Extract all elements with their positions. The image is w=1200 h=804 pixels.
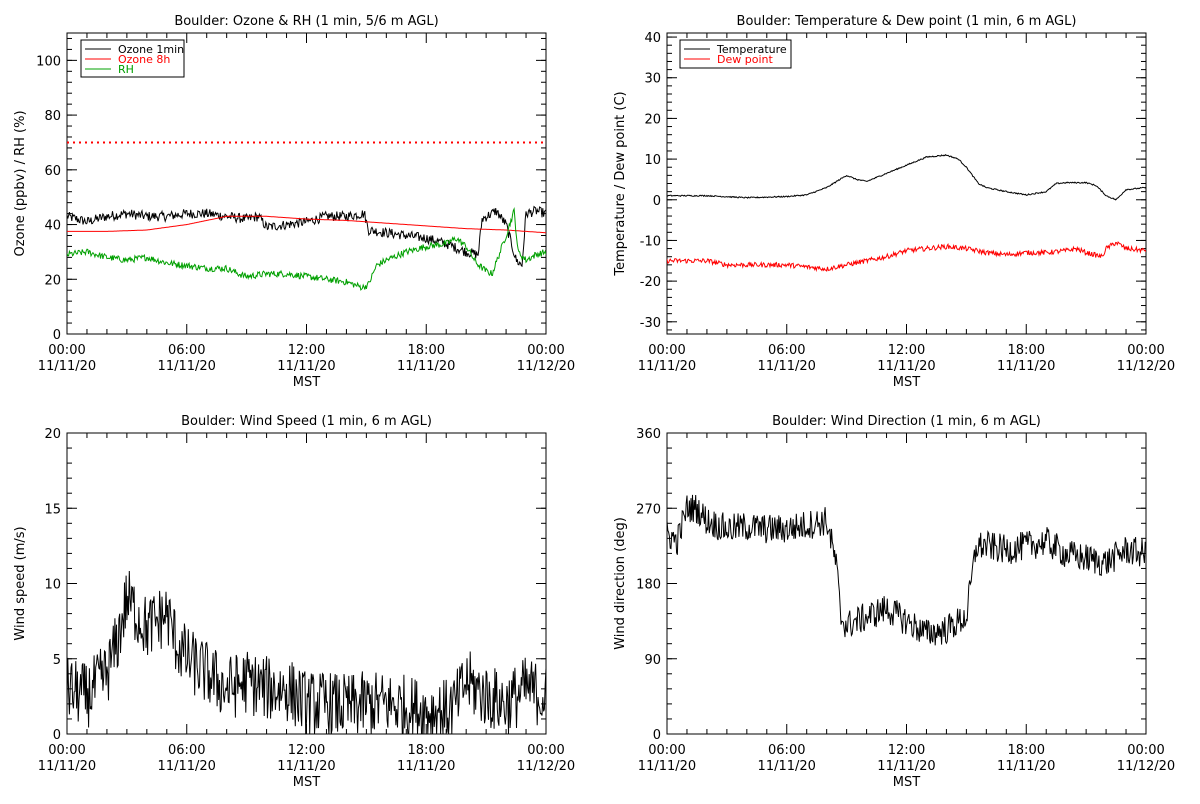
x-tick-label-date: 11/11/20 [158, 359, 216, 374]
x-tick-label-time: 06:00 [168, 743, 205, 758]
x-axis-label: MST [293, 775, 320, 790]
x-tick-label-date: 11/11/20 [38, 759, 96, 774]
y-tick-label: -10 [640, 234, 661, 249]
y-tick-label: 270 [636, 502, 661, 517]
x-tick-label-time: 06:00 [768, 343, 805, 358]
chart-panel-1: Boulder: Ozone & RH (1 min, 5/6 m AGL) 0 2… [13, 14, 575, 390]
x-tick-label-date: 11/11/20 [877, 759, 935, 774]
legend-label: Temperature [716, 43, 787, 56]
y-tick-label: 0 [653, 194, 661, 209]
x-tick-label-date: 11/11/20 [638, 759, 696, 774]
x-tick-label-time: 00:00 [1127, 343, 1164, 358]
y-tick-label: 60 [44, 164, 61, 179]
y-tick-label: 20 [644, 112, 661, 127]
x-tick-label-time: 18:00 [1008, 343, 1045, 358]
series-line-1 [667, 154, 1146, 201]
x-tick-label-date: 11/11/20 [38, 359, 96, 374]
x-tick-label-time: 12:00 [288, 743, 325, 758]
x-axis-label: MST [893, 375, 920, 390]
y-tick-label: 10 [644, 153, 661, 168]
chart-panel-2: Boulder: Temperature & Dew point (1 min,… [613, 14, 1175, 390]
x-axis-label: MST [893, 775, 920, 790]
x-tick-label-time: 00:00 [648, 343, 685, 358]
x-tick-label-time: 12:00 [888, 743, 925, 758]
legend-label: Ozone 8h [118, 53, 170, 66]
chart-panel-3: Boulder: Wind Speed (1 min, 6 m AGL) 0 5 10… [13, 414, 575, 790]
x-tick-label-date: 11/12/20 [1117, 759, 1175, 774]
y-tick-label: 180 [636, 578, 661, 593]
x-tick-label-time: 12:00 [888, 343, 925, 358]
y-axis-label: Wind speed (m/s) [13, 526, 28, 640]
chart-title: Boulder: Wind Direction (1 min, 6 m AGL) [772, 414, 1041, 429]
x-tick-label-date: 11/11/20 [277, 759, 335, 774]
series-line-3 [67, 207, 546, 291]
series-line-2 [67, 215, 546, 234]
x-tick-label-time: 00:00 [527, 743, 564, 758]
x-tick-label-time: 00:00 [1127, 743, 1164, 758]
x-tick-label-time: 00:00 [527, 343, 564, 358]
x-tick-label-date: 11/11/20 [997, 759, 1055, 774]
x-tick-label-date: 11/11/20 [277, 359, 335, 374]
x-tick-label-time: 18:00 [1008, 743, 1045, 758]
chart-title: Boulder: Temperature & Dew point (1 min,… [737, 14, 1077, 29]
x-tick-label-time: 00:00 [648, 743, 685, 758]
y-tick-label: 90 [644, 653, 661, 668]
x-tick-label-time: 06:00 [768, 743, 805, 758]
y-tick-label: 0 [53, 728, 61, 743]
legend-label: RH [118, 63, 134, 76]
y-tick-label: 40 [644, 31, 661, 46]
x-tick-label-date: 11/11/20 [638, 359, 696, 374]
x-tick-label-time: 00:00 [48, 743, 85, 758]
x-tick-label-date: 11/12/20 [517, 759, 575, 774]
y-tick-label: 15 [44, 502, 61, 517]
x-axis-label: MST [293, 375, 320, 390]
x-tick-label-date: 11/11/20 [997, 359, 1055, 374]
x-tick-label-time: 18:00 [408, 343, 445, 358]
legend-label: Ozone 1min [118, 43, 184, 56]
y-tick-label: 30 [644, 72, 661, 87]
y-tick-label: -30 [640, 316, 661, 331]
y-tick-label: 20 [44, 427, 61, 442]
y-axis-label: Temperature / Dew point (C) [613, 91, 628, 276]
legend-box [679, 39, 792, 69]
legend-label: Dew point [717, 53, 773, 66]
y-tick-label: 40 [44, 219, 61, 234]
series-line-2 [667, 241, 1146, 273]
x-tick-label-date: 11/11/20 [758, 359, 816, 374]
x-tick-label-date: 11/12/20 [1117, 359, 1175, 374]
plot-frame [66, 32, 547, 335]
chart-panel-4: Boulder: Wind Direction (1 min, 6 m AGL)… [613, 414, 1175, 790]
x-tick-label-date: 11/11/20 [758, 759, 816, 774]
y-axis-label: Wind direction (deg) [613, 517, 628, 650]
y-tick-label: 20 [44, 273, 61, 288]
y-axis-label: Ozone (ppbv) / RH (%) [13, 110, 28, 256]
series-line-1 [67, 570, 546, 734]
y-tick-label: 100 [36, 54, 61, 69]
x-tick-label-date: 11/11/20 [158, 759, 216, 774]
y-tick-label: 0 [653, 728, 661, 743]
x-tick-label-time: 00:00 [48, 343, 85, 358]
x-tick-label-date: 11/12/20 [517, 359, 575, 374]
series-line-1 [667, 494, 1146, 646]
y-tick-label: 10 [44, 578, 61, 593]
x-tick-label-time: 12:00 [288, 343, 325, 358]
x-tick-label-date: 11/11/20 [397, 359, 455, 374]
chart-title: Boulder: Wind Speed (1 min, 6 m AGL) [181, 414, 432, 429]
x-tick-label-time: 06:00 [168, 343, 205, 358]
y-tick-label: -20 [640, 275, 661, 290]
series-line-1 [67, 205, 546, 268]
y-tick-label: 360 [636, 427, 661, 442]
plot-frame [666, 432, 1147, 735]
chart-title: Boulder: Ozone & RH (1 min, 5/6 m AGL) [174, 14, 438, 29]
x-tick-label-date: 11/11/20 [397, 759, 455, 774]
y-tick-label: 5 [53, 653, 61, 668]
y-tick-label: 80 [44, 109, 61, 124]
x-tick-label-date: 11/11/20 [877, 359, 935, 374]
y-tick-label: 0 [53, 328, 61, 343]
x-tick-label-time: 18:00 [408, 743, 445, 758]
